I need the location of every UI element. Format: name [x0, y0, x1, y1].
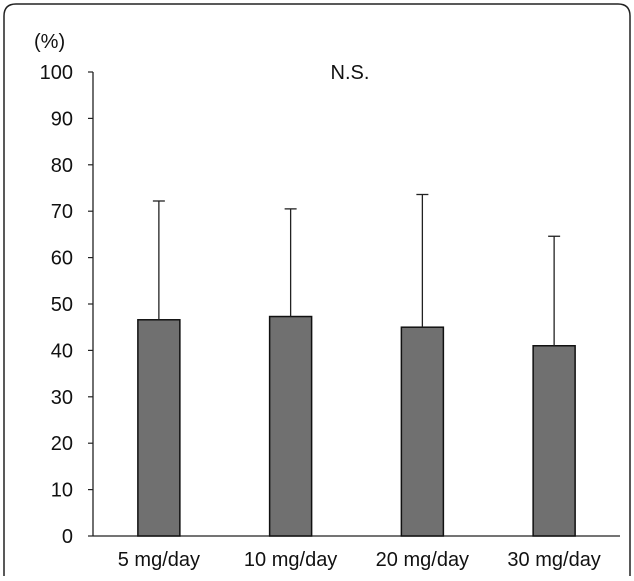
x-tick-label: 30 mg/day	[507, 549, 600, 571]
bar	[400, 326, 445, 537]
y-tick-label: 90	[51, 108, 73, 130]
x-tick-label: 5 mg/day	[118, 549, 200, 571]
bar	[532, 345, 576, 537]
y-tick-label: 20	[51, 433, 73, 455]
x-tick-label: 10 mg/day	[244, 549, 337, 571]
y-tick-label: 40	[51, 340, 73, 362]
y-tick-label: 100	[40, 62, 73, 84]
y-tick-label: 50	[51, 294, 73, 316]
bar	[137, 319, 181, 537]
bar	[268, 315, 313, 537]
x-tick-label: 20 mg/day	[376, 549, 469, 571]
y-tick-label: 0	[62, 526, 73, 548]
significance-annotation: N.S.	[331, 62, 370, 84]
y-tick-label: 10	[51, 480, 73, 502]
y-tick-label: 60	[51, 248, 73, 270]
y-unit-label: (%)	[34, 31, 65, 53]
figure-border	[3, 3, 631, 576]
y-tick-label: 70	[51, 201, 73, 223]
y-tick-label: 30	[51, 387, 73, 409]
y-tick-label: 80	[51, 155, 73, 177]
